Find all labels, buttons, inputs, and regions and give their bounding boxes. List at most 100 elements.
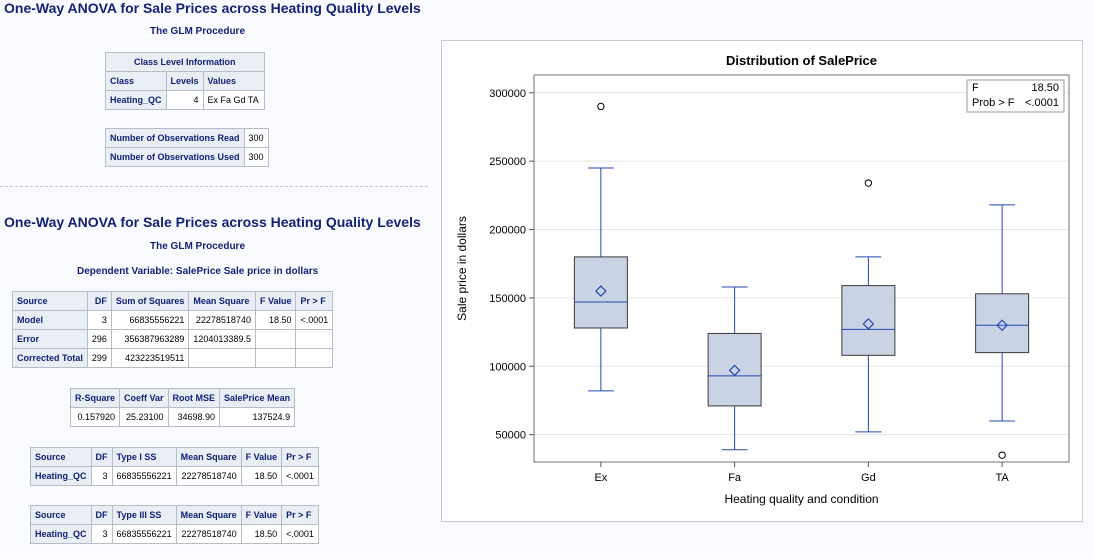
anova-source-total: Corrected Total [12, 348, 88, 368]
anova-table: Source DF Sum of Squares Mean Square F V… [12, 291, 334, 368]
obs-read-label: Number of Observations Read [105, 128, 245, 148]
anova-cell: 1204013389.5 [188, 329, 256, 349]
fit-header: R-Square [69, 388, 121, 408]
y-tick-label: 100000 [489, 361, 526, 373]
type1-header: Mean Square [175, 447, 242, 467]
type3-cell: 22278518740 [175, 524, 242, 544]
fit-header: Root MSE [167, 388, 221, 408]
outlier-point [597, 102, 605, 111]
anova-cell [188, 348, 256, 368]
fit-cell: 34698.90 [167, 407, 221, 427]
anova-cell: <.0001 [295, 310, 334, 330]
type3-header: Mean Square [175, 505, 242, 525]
fit-cell: 137524.9 [219, 407, 296, 427]
x-tick-label: Gd [861, 472, 876, 484]
anova-cell: 3 [86, 310, 112, 330]
fit-header: SalePrice Mean [219, 388, 296, 408]
observations-table: Number of Observations Read 300 Number o… [105, 128, 269, 167]
y-tick-label: 150000 [489, 293, 526, 305]
stats-label: F [972, 82, 979, 94]
type1-table: Source DF Type I SS Mean Square F Value … [30, 447, 319, 486]
fit-header: Coeff Var [119, 388, 169, 408]
anova-cell [295, 329, 334, 349]
type3-header: Type III SS [111, 505, 177, 525]
report2-procedure: The GLM Procedure [150, 241, 246, 252]
type3-header: Source [30, 505, 92, 525]
fit-cell: 0.157920 [69, 407, 121, 427]
levels-value: 4 [165, 90, 204, 110]
type1-cell: 3 [90, 466, 113, 486]
boxplot-chart: Distribution of SalePrice 50000 100000 1500… [455, 53, 1070, 506]
type1-source: Heating_QC [30, 466, 92, 486]
anova-cell [295, 348, 334, 368]
type3-source: Heating_QC [30, 524, 92, 544]
box-ex [573, 256, 628, 329]
x-tick-label: TA [996, 472, 1010, 484]
dependent-variable: Dependent Variable: SalePrice Sale price… [77, 266, 319, 277]
boxplot-panel: Distribution of SalePrice 50000 100000 1500… [441, 40, 1083, 522]
anova-cell [254, 329, 297, 349]
class-level-caption: Class Level Information [105, 52, 265, 72]
anova-cell: 22278518740 [188, 310, 256, 330]
y-tick-label: 250000 [489, 156, 526, 168]
type1-cell: 18.50 [240, 466, 283, 486]
obs-used-value: 300 [243, 147, 269, 167]
anova-header-ms: Mean Square [188, 291, 256, 311]
stats-label: Prob > F [972, 97, 1015, 109]
type3-header: Pr > F [281, 505, 319, 525]
mean-marker [728, 364, 741, 377]
anova-header-df: DF [86, 291, 112, 311]
mean-marker [862, 318, 875, 330]
stats-value: 18.50 [1031, 82, 1059, 94]
y-tick-label: 50000 [495, 430, 526, 442]
fit-cell: 25.23100 [119, 407, 169, 427]
outlier-point [998, 451, 1006, 459]
x-tick-label: Fa [728, 472, 742, 484]
anova-cell: 356387963289 [110, 329, 190, 349]
anova-cell: 299 [86, 348, 112, 368]
mean-marker [595, 285, 607, 297]
anova-header-ss: Sum of Squares [110, 291, 190, 311]
report1-title: One-Way ANOVA for Sale Prices across Hea… [4, 0, 421, 16]
obs-read-value: 300 [243, 128, 269, 148]
type1-header: DF [90, 447, 113, 467]
type3-cell: <.0001 [281, 524, 319, 544]
obs-used-label: Number of Observations Used [105, 147, 245, 167]
anova-header-f: F Value [254, 291, 297, 311]
levels-header: Levels [165, 71, 204, 91]
box-fa [707, 332, 762, 407]
y-tick-label: 200000 [489, 225, 526, 237]
outlier-point [864, 179, 873, 187]
x-tick-label: Ex [594, 472, 607, 484]
type3-cell: 3 [90, 524, 113, 544]
anova-cell: 296 [86, 329, 112, 349]
type1-header: Pr > F [281, 447, 319, 467]
mean-marker [996, 319, 1008, 332]
type3-cell: 66835556221 [111, 524, 177, 544]
report2-title: One-Way ANOVA for Sale Prices across Hea… [4, 214, 421, 230]
anova-source-error: Error [12, 329, 88, 349]
type3-header: DF [90, 505, 113, 525]
type3-cell: 18.50 [240, 524, 283, 544]
class-level-table: Class Level Information Class Levels Val… [105, 52, 265, 110]
report1-procedure: The GLM Procedure [150, 26, 246, 37]
chart-title: Distribution of SalePrice [726, 53, 877, 68]
anova-cell: 66835556221 [110, 310, 190, 330]
class-header: Class [105, 71, 167, 91]
y-axis-label: Sale price in dollars [455, 216, 469, 321]
stats-inset [966, 79, 1065, 113]
values-value: Ex Fa Gd TA [202, 90, 265, 110]
type3-table: Source DF Type III SS Mean Square F Valu… [30, 505, 319, 544]
type1-header: F Value [240, 447, 283, 467]
anova-header-p: Pr > F [295, 291, 334, 311]
anova-cell [254, 348, 297, 368]
type1-cell: 22278518740 [175, 466, 242, 486]
y-tick-label: 300000 [489, 88, 526, 100]
anova-cell: 423223519511 [110, 348, 190, 368]
anova-source-model: Model [12, 310, 88, 330]
section-divider [0, 186, 428, 187]
anova-cell: 18.50 [254, 310, 297, 330]
type1-cell: <.0001 [281, 466, 319, 486]
type1-header: Source [30, 447, 92, 467]
stats-value: <.0001 [1025, 97, 1059, 109]
